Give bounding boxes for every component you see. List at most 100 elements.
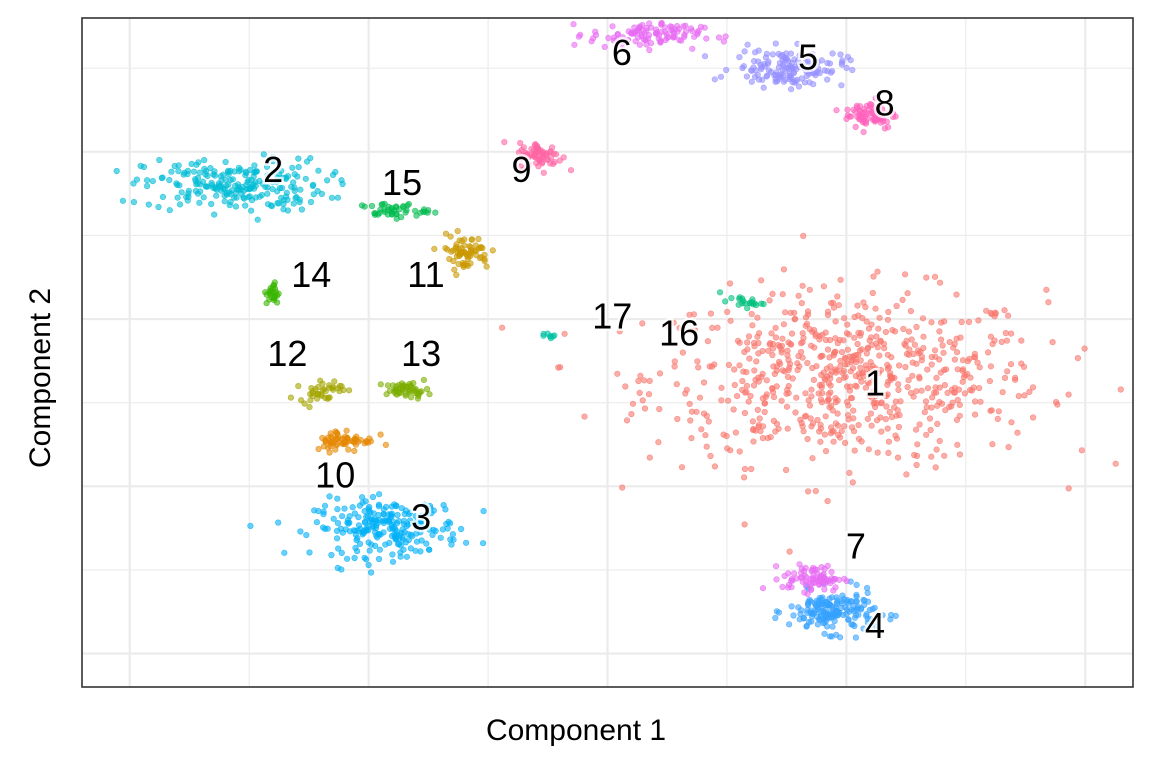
data-point bbox=[379, 201, 386, 208]
data-point bbox=[471, 248, 478, 255]
data-point bbox=[520, 144, 527, 151]
data-point bbox=[812, 488, 819, 495]
data-point bbox=[643, 25, 650, 32]
data-point bbox=[787, 340, 794, 348]
data-point bbox=[715, 34, 723, 41]
data-point bbox=[647, 40, 655, 47]
data-point bbox=[767, 434, 774, 441]
data-point bbox=[804, 590, 811, 598]
data-point bbox=[763, 73, 770, 80]
data-point bbox=[193, 161, 200, 168]
data-point bbox=[761, 408, 768, 416]
data-point bbox=[748, 78, 755, 85]
data-point bbox=[1049, 339, 1056, 346]
data-point bbox=[803, 622, 810, 630]
data-point bbox=[743, 369, 750, 376]
data-point bbox=[720, 38, 727, 45]
data-point bbox=[829, 50, 836, 57]
data-point bbox=[798, 75, 805, 82]
data-point bbox=[941, 382, 949, 389]
data-point bbox=[696, 394, 704, 401]
data-point bbox=[352, 527, 359, 534]
data-point bbox=[175, 168, 182, 175]
data-point bbox=[940, 349, 947, 356]
data-point bbox=[977, 398, 984, 405]
data-point bbox=[1004, 312, 1012, 319]
data-point bbox=[362, 498, 369, 505]
data-point bbox=[749, 418, 757, 425]
data-point bbox=[928, 453, 935, 460]
data-point bbox=[779, 335, 786, 342]
data-point bbox=[818, 57, 825, 64]
data-point bbox=[605, 34, 612, 42]
data-point bbox=[371, 210, 378, 217]
data-point bbox=[373, 532, 380, 539]
data-point bbox=[246, 193, 253, 200]
data-point bbox=[852, 382, 859, 389]
data-point bbox=[818, 371, 825, 379]
data-point bbox=[232, 203, 239, 210]
data-point bbox=[320, 508, 327, 515]
data-point bbox=[776, 360, 784, 368]
data-point bbox=[856, 374, 863, 381]
data-point bbox=[895, 423, 903, 431]
data-point bbox=[808, 393, 815, 400]
data-point bbox=[799, 282, 806, 289]
data-point bbox=[744, 339, 751, 346]
data-point bbox=[838, 428, 845, 435]
data-point bbox=[808, 618, 815, 625]
data-point bbox=[642, 36, 649, 43]
data-point bbox=[705, 418, 712, 425]
data-point bbox=[354, 548, 361, 555]
data-point bbox=[808, 342, 815, 349]
data-point bbox=[749, 322, 756, 329]
data-point bbox=[315, 167, 322, 174]
data-point bbox=[907, 308, 915, 315]
data-point bbox=[641, 405, 649, 412]
data-point bbox=[376, 546, 384, 553]
data-point bbox=[575, 33, 583, 40]
data-point bbox=[946, 339, 953, 346]
data-point bbox=[765, 67, 773, 74]
data-point bbox=[810, 376, 818, 384]
data-point bbox=[334, 495, 341, 502]
data-point bbox=[927, 426, 934, 434]
data-point bbox=[933, 446, 940, 453]
data-point bbox=[1008, 419, 1015, 426]
data-point bbox=[802, 412, 810, 419]
data-point bbox=[207, 165, 214, 172]
data-point bbox=[950, 344, 957, 351]
data-point bbox=[904, 290, 911, 297]
data-point bbox=[306, 404, 313, 411]
data-point bbox=[243, 185, 251, 192]
data-point bbox=[971, 411, 979, 418]
data-point bbox=[931, 273, 939, 280]
data-point bbox=[450, 257, 457, 265]
data-point bbox=[827, 389, 834, 396]
data-point bbox=[849, 479, 856, 486]
data-point bbox=[687, 417, 694, 424]
data-point bbox=[909, 372, 916, 379]
data-point bbox=[989, 341, 996, 348]
data-point bbox=[975, 317, 982, 324]
data-point bbox=[271, 279, 278, 286]
data-point bbox=[795, 83, 803, 90]
data-point bbox=[264, 184, 271, 191]
data-point bbox=[864, 598, 872, 605]
data-point bbox=[838, 597, 845, 605]
data-point bbox=[895, 386, 902, 394]
data-point bbox=[846, 113, 853, 120]
data-point bbox=[290, 200, 297, 207]
data-point bbox=[896, 412, 903, 419]
data-point bbox=[798, 300, 805, 307]
cluster-3-points bbox=[247, 491, 487, 576]
data-point bbox=[720, 431, 727, 438]
cluster-label-1: 1 bbox=[865, 362, 885, 403]
data-point bbox=[741, 48, 748, 55]
data-point bbox=[711, 361, 718, 368]
data-point bbox=[756, 415, 763, 422]
data-point bbox=[426, 546, 433, 553]
data-point bbox=[862, 384, 870, 392]
data-point bbox=[1003, 337, 1011, 344]
data-point bbox=[386, 525, 394, 532]
